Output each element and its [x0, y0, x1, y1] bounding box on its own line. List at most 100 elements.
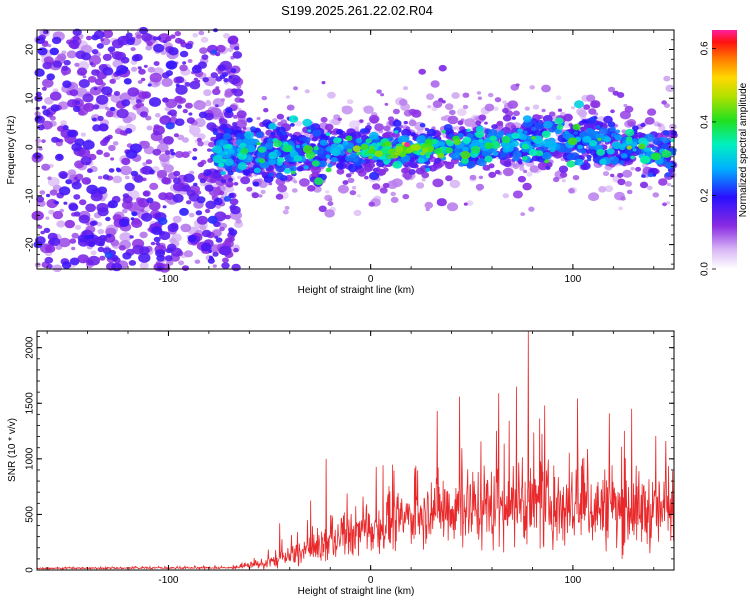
spectrogram-cell	[193, 182, 198, 187]
spectrogram-cell	[52, 60, 63, 68]
spectrogram-cell	[129, 235, 134, 239]
spectrogram-cell	[612, 90, 619, 96]
spectrogram-cell	[553, 176, 560, 183]
spectrogram-cell	[215, 237, 223, 243]
spectrogram-cell	[432, 100, 443, 108]
spectrogram-cell	[147, 83, 152, 87]
spectrogram-cell	[222, 72, 228, 77]
spectrogram-cell	[125, 32, 133, 39]
spectrogram-cell	[302, 136, 311, 144]
spectrogram-cell	[526, 171, 533, 177]
spectrogram-cell	[475, 130, 485, 139]
spectrogram-cell	[566, 153, 576, 161]
spectrogram-cell	[212, 88, 221, 96]
spectrogram-cell	[34, 111, 41, 117]
spectrogram-cell	[165, 70, 173, 77]
spectrogram-cell	[268, 151, 278, 159]
spectrogram-cell	[441, 129, 447, 134]
spectrogram-cell	[650, 169, 655, 173]
spectrogram-cell	[146, 41, 153, 47]
spectrogram-cell	[150, 241, 156, 246]
spectrogram-cell	[165, 255, 173, 262]
spectrogram-cell	[368, 148, 375, 154]
spectrogram-cell	[342, 140, 349, 146]
spectrogram-cell	[643, 147, 650, 153]
spectrogram-cell	[52, 264, 63, 273]
spectrogram-cell	[194, 259, 201, 264]
spectrogram-cell	[436, 132, 441, 137]
spectrogram-cell	[88, 241, 96, 248]
spectrogram-cell	[478, 114, 487, 121]
spectrogram-cell	[361, 159, 366, 163]
snr-ytick-label: 500	[25, 506, 36, 523]
spectrogram-cell	[180, 223, 192, 233]
spectrogram-cell	[446, 202, 459, 212]
spectrogram-cell	[198, 30, 205, 36]
spectrogram-cell	[555, 95, 562, 100]
spectrogram-cell	[661, 143, 669, 150]
spectrogram-cell	[169, 237, 177, 244]
spectrogram-cell	[523, 169, 528, 174]
spectrogram-cell	[63, 59, 71, 66]
spectrogram-cell	[43, 227, 51, 233]
spectrogram-cell	[69, 257, 80, 266]
spectrogram-cell	[647, 172, 654, 178]
spectrogram-cell	[393, 139, 398, 144]
spectrogram-cell	[181, 265, 190, 271]
spectrogram-cell	[119, 232, 132, 242]
spectrogram-cell	[89, 62, 94, 66]
spectrogram-cell	[158, 153, 170, 163]
spectrogram-cell	[82, 140, 95, 150]
spectrogram-cell	[185, 43, 193, 50]
spectrogram-cell	[517, 153, 522, 157]
spectrogram-cell	[175, 76, 185, 84]
spectrogram-heatmap	[31, 26, 678, 273]
spectrogram-cell	[92, 104, 100, 110]
spectrogram-cell	[178, 260, 185, 266]
spectrogram-cell	[97, 186, 108, 195]
colorbar-ticks: 0.0 0.2 0.4 0.6	[700, 41, 716, 276]
spectrogram-cell	[155, 249, 166, 258]
spectrogram-cell	[42, 61, 52, 70]
spectrogram-cell	[102, 29, 114, 39]
spectrogram-cell	[188, 212, 195, 218]
spectrogram-cell	[184, 82, 191, 87]
spectrogram-cell	[312, 129, 322, 137]
spectrogram-cell	[59, 208, 65, 213]
spectrogram-cell	[282, 164, 288, 169]
spectrogram-cell	[318, 205, 327, 213]
spectrogram-xtick-label: 100	[565, 274, 582, 285]
spectrogram-cell	[50, 104, 60, 112]
spectrogram-cell	[333, 137, 342, 144]
spectrogram-cell	[299, 137, 304, 141]
spectrogram-cell	[225, 181, 234, 188]
spectrogram-cell	[93, 87, 98, 91]
spectrogram-cell	[269, 172, 274, 177]
spectrogram-cell	[238, 98, 245, 103]
spectrogram-cell	[174, 95, 183, 103]
spectrogram-cell	[61, 65, 69, 72]
spectrogram-cell	[140, 208, 145, 213]
spectrogram-cell	[48, 209, 55, 215]
spectrogram-cell	[51, 36, 62, 45]
spectrogram-cell	[152, 36, 158, 41]
spectrogram-cell	[135, 99, 142, 104]
spectrogram-cell	[379, 187, 388, 194]
spectrogram-cell	[462, 104, 469, 110]
spectrogram-cell	[466, 133, 474, 139]
spectrogram-cell	[418, 68, 427, 75]
snr-ytick-label: 0	[25, 567, 36, 573]
spectrogram-cell	[145, 45, 153, 51]
spectrogram-cell	[445, 147, 453, 154]
spectrogram-cell	[156, 169, 168, 179]
spectrogram-cell	[193, 100, 206, 111]
spectrogram-cell	[139, 246, 150, 255]
spectrogram-cell	[97, 207, 109, 217]
spectrogram-cell	[327, 91, 336, 99]
spectrogram-cell	[624, 105, 634, 113]
spectrogram-cell	[293, 86, 298, 91]
spectrogram-cell	[564, 130, 570, 135]
spectrogram-cell	[219, 226, 225, 232]
spectrogram-xtick-label: 0	[368, 274, 374, 285]
spectrogram-cell	[130, 47, 136, 52]
